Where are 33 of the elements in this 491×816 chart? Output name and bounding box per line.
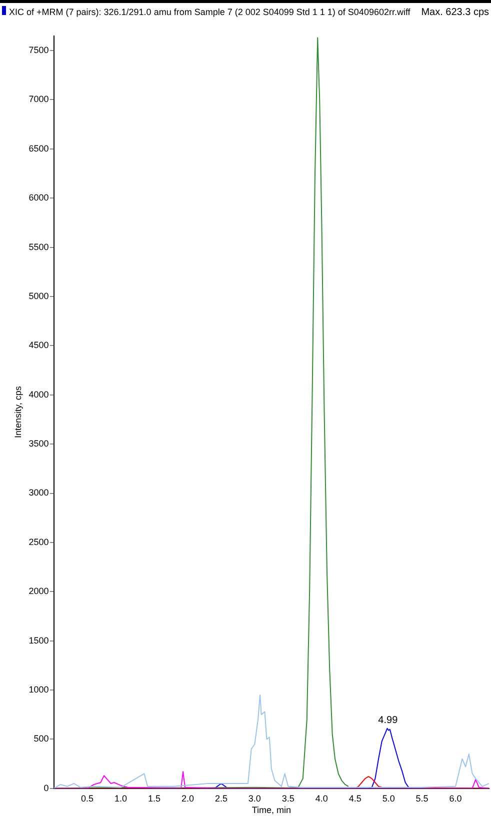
y-tick-label: 5000	[28, 290, 49, 301]
x-tick-label: 6.0	[449, 793, 462, 804]
y-tick-label: 6000	[28, 192, 49, 203]
y-tick-label: 0	[44, 782, 49, 793]
x-tick-label: 2.5	[214, 793, 228, 804]
x-tick-label: 2.0	[181, 793, 194, 804]
y-tick-label: 7500	[28, 45, 49, 56]
y-tick-label: 1000	[28, 684, 49, 695]
y-axis-title: Intensity, cps	[12, 386, 23, 438]
y-tick-label: 6500	[28, 143, 49, 154]
x-tick-label: 5.5	[416, 793, 428, 804]
y-tick-label: 4000	[28, 389, 49, 400]
y-tick-label: 7000	[28, 94, 49, 104]
x-tick-label: 3.0	[248, 793, 261, 804]
x-tick-label: 4.5	[348, 793, 362, 804]
y-tick-label: 500	[34, 734, 49, 744]
y-tick-label: 1500	[28, 635, 49, 646]
x-axis-title: Time, min	[252, 805, 291, 816]
annotation: 4.99	[378, 715, 398, 726]
x-tick-label: 5.0	[382, 793, 395, 804]
chart-title: XIC of +MRM (7 pairs): 326.1/291.0 amu from Sample 7 (2 002 S04099 Std 1 1 1) of S0409602rr.wiff	[9, 6, 411, 17]
y-tick-label: 2000	[28, 586, 49, 596]
y-tick-label: 3500	[28, 438, 49, 449]
x-tick-label: 1.0	[114, 793, 128, 804]
x-tick-label: 0.5	[81, 793, 94, 804]
y-tick-label: 3000	[28, 488, 49, 498]
text: Max. 623.3 cps	[421, 6, 489, 18]
y-tick-label: 5500	[28, 242, 49, 252]
x-tick-label: 4.0	[315, 793, 328, 804]
y-tick-label: 2500	[28, 536, 49, 547]
x-tick-label: 1.5	[148, 793, 161, 804]
y-tick-label: 4500	[28, 340, 49, 350]
x-tick-label: 3.5	[282, 793, 294, 804]
